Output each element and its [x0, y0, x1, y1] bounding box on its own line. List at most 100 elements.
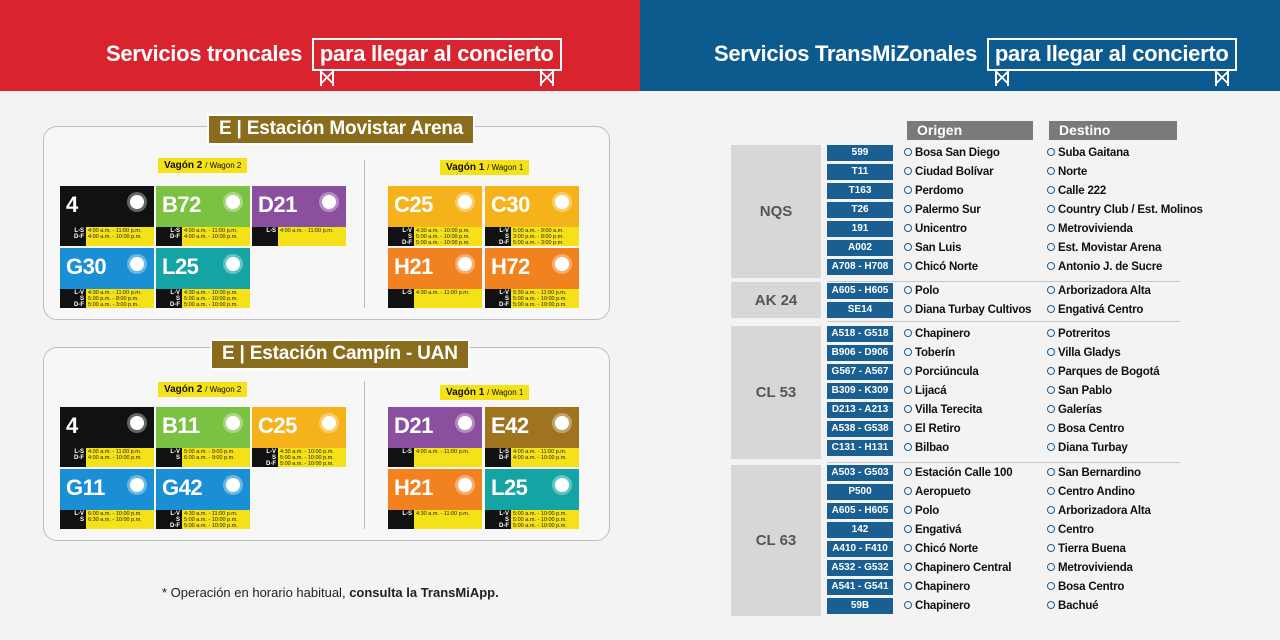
origin-text: Porciúncula [915, 366, 979, 378]
route-destination: Bosa Centro [1047, 579, 1124, 595]
route-code: D21 [394, 413, 433, 438]
route-code: E42 [491, 413, 529, 438]
destination-text: Bosa Centro [1058, 423, 1125, 435]
route-origin: Chapinero [904, 579, 970, 595]
route-row: 59B Chapinero Bachué [827, 598, 1181, 615]
route-origin: Lijacá [904, 383, 947, 399]
route-code: C25 [258, 413, 297, 438]
route-origin: Chapinero Central [904, 560, 1011, 576]
route-days: L-V S D-F [252, 448, 278, 467]
route-destination: San Pablo [1047, 383, 1112, 399]
destination-dot-icon [1047, 563, 1055, 571]
route-tile: L25 L-V S D-F 4:30 a.m. - 10:00 p.m. 5:00 … [156, 248, 250, 308]
destination-text: San Pablo [1058, 385, 1112, 397]
route-row: A538 - G538 El Retiro Bosa Centro [827, 421, 1181, 438]
destination-dot-icon [1047, 224, 1055, 232]
route-schedule: L-V S D-F 4:30 a.m. - 11:00 p.m. 5:00 p.m… [60, 289, 154, 308]
corridor-label: CL 53 [731, 326, 821, 459]
sun-icon [226, 257, 240, 271]
destination-text: Centro Andino [1058, 486, 1135, 498]
route-schedule: L-S D-F 4:00 a.m. - 11:00 p.m. 4:00 a.m. … [60, 227, 154, 246]
route-destination: Country Club / Est. Molinos [1047, 202, 1203, 218]
origin-dot-icon [904, 424, 912, 432]
route-code-badge: T26 [827, 202, 893, 218]
route-row: A541 - G541 Chapinero Bosa Centro [827, 579, 1181, 596]
destination-text: Metrovivienda [1058, 562, 1133, 574]
destination-text: Diana Turbay [1058, 442, 1128, 454]
route-tile: B11 L-V S 5:00 a.m. - 9:00 p.m. 6:00 a.m. … [156, 407, 250, 467]
route-schedule: L-S D-F 4:00 a.m. - 11:00 p.m. 4:00 a.m. … [60, 448, 154, 467]
origin-dot-icon [904, 443, 912, 451]
route-times: 5:30 a.m. - 11:00 p.m. 5:00 a.m. - 10:00… [513, 290, 567, 309]
destination-text: Tierra Buena [1058, 543, 1126, 555]
right-header-title: Servicios TransMiZonales para llegar al … [714, 38, 1237, 86]
route-origin: Porciúncula [904, 364, 979, 380]
origin-text: Ciudad Bolívar [915, 166, 994, 178]
route-schedule: L-S 4:30 a.m. - 11:00 p.m. [388, 289, 482, 308]
route-code: D21 [258, 192, 297, 217]
truss-leg-icon [994, 69, 1009, 86]
right-header: Servicios TransMiZonales para llegar al … [640, 0, 1280, 91]
route-origin: Engativá [904, 522, 962, 538]
origin-text: Chicó Norte [915, 261, 978, 273]
origin-text: Estación Calle 100 [915, 467, 1013, 479]
route-tile: 4 L-S D-F 4:00 a.m. - 11:00 p.m. 4:00 a.m.… [60, 407, 154, 467]
route-destination: Bachué [1047, 598, 1099, 614]
origin-text: Chapinero [915, 600, 971, 612]
route-times: 4:30 a.m. - 10:00 p.m. 5:00 a.m. - 10:00… [280, 449, 334, 468]
footnote-bold: consulta la TransMiApp. [349, 585, 499, 600]
origin-text: Diana Turbay Cultivos [915, 304, 1032, 316]
route-destination: Est. Movistar Arena [1047, 240, 1161, 256]
origin-dot-icon [904, 286, 912, 294]
corridor-label: NQS [731, 145, 821, 278]
route-code: C30 [491, 192, 530, 217]
route-destination: Engativá Centro [1047, 302, 1143, 318]
route-origin: Polo [904, 283, 939, 299]
station-tag: E | Estación Movistar Arena [207, 114, 476, 145]
route-row: 142 Engativá Centro [827, 522, 1181, 539]
route-times: 4:30 a.m. - 10:00 p.m. 5:00 a.m. - 10:00… [184, 290, 238, 309]
route-code-badge: 191 [827, 221, 893, 237]
route-row: C131 - H131 Bilbao Diana Turbay [827, 440, 1181, 457]
origin-text: Bosa San Diego [915, 147, 1000, 159]
route-times: 4:00 a.m. - 11:00 p.m. 4:00 a.m. - 10:00… [88, 449, 142, 462]
wagon-label-en: / Wagon 1 [487, 388, 524, 397]
left-header: Servicios troncales para llegar al conci… [0, 0, 640, 91]
route-code-badge: 59B [827, 598, 893, 614]
destination-dot-icon [1047, 405, 1055, 413]
route-tile: C30 L-V S D-F 5:00 a.m. - 9:00 a.m. 3:00 p… [485, 186, 579, 246]
origin-dot-icon [904, 506, 912, 514]
route-row: A002 San Luis Est. Movistar Arena [827, 240, 1181, 257]
group-separator [827, 321, 1180, 322]
route-schedule: L-S D-F 4:00 a.m. - 11:00 p.m. 4:00 a.m. … [156, 227, 250, 246]
route-destination: Centro Andino [1047, 484, 1135, 500]
route-code-badge: A410 - F410 [827, 541, 893, 557]
route-origin: Estación Calle 100 [904, 465, 1013, 481]
route-destination: Norte [1047, 164, 1087, 180]
origin-text: Chicó Norte [915, 543, 978, 555]
route-times: 5:00 a.m. - 9:00 a.m. 3:00 p.m. - 8:00 p… [513, 228, 564, 247]
sun-icon [130, 478, 144, 492]
footnote-plain: * Operación en horario habitual, [162, 585, 350, 600]
left-title-boxed: para llegar al concierto [311, 38, 562, 86]
wagon-label: Vagón 1 [446, 387, 485, 398]
origin-text: Lijacá [915, 385, 947, 397]
route-times: 5:00 a.m. - 9:00 p.m. 6:00 a.m. - 9:00 p… [184, 449, 235, 462]
route-origin: Polo [904, 503, 939, 519]
origin-text: Chapinero [915, 581, 971, 593]
sun-icon [130, 416, 144, 430]
wagon-label: Vagón 2 [164, 160, 203, 171]
route-days: L-V S D-F [156, 510, 182, 529]
sun-icon [458, 416, 472, 430]
route-days: L-V S [156, 448, 182, 467]
route-code-badge: A002 [827, 240, 893, 256]
sun-icon [130, 195, 144, 209]
route-destination: Antonio J. de Sucre [1047, 259, 1162, 275]
route-times: 4:30 a.m. - 10:00 p.m. 5:00 a.m. - 10:00… [416, 228, 470, 247]
origin-dot-icon [904, 243, 912, 251]
origin-dot-icon [904, 582, 912, 590]
destination-dot-icon [1047, 386, 1055, 394]
wagon-divider [364, 381, 365, 529]
route-destination: Centro [1047, 522, 1094, 538]
origin-dot-icon [904, 367, 912, 375]
